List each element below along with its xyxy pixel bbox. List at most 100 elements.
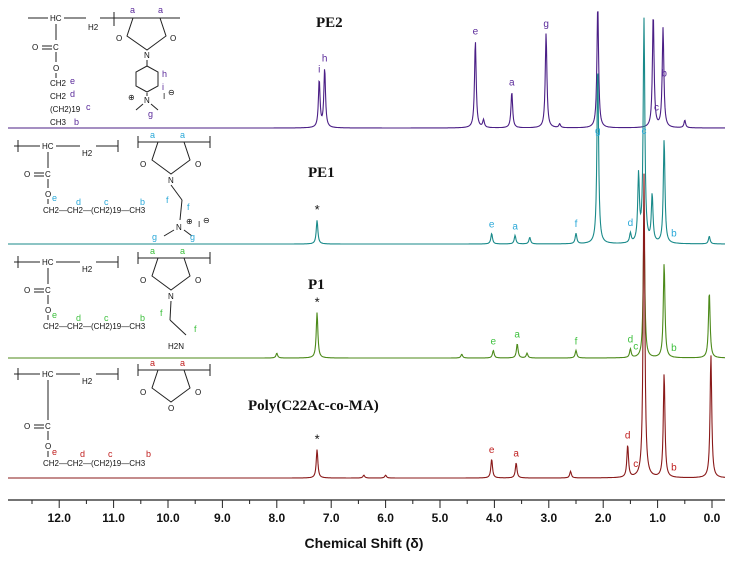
pe1-label-a1: a	[150, 130, 155, 140]
p1-label-b: b	[140, 313, 145, 323]
peak-label-1-0: *	[315, 202, 320, 217]
pma-chain-row: CH2—CH2—(CH2)19—CH3	[43, 459, 146, 468]
p1-c: C	[45, 286, 51, 295]
peak-label-3-0: *	[315, 432, 320, 447]
pe1-chain-row: CH2—CH2—(CH2)19—CH3	[43, 206, 146, 215]
pe1-o3: O	[24, 170, 30, 179]
peak-label-2-5: c	[633, 342, 638, 353]
p1-o4: O	[45, 306, 51, 315]
peak-label-0-4: g	[543, 19, 549, 30]
pe1-label-d: d	[76, 197, 81, 207]
peak-label-1-4: g	[595, 126, 601, 137]
x-tick-label-4: 8.0	[268, 511, 285, 525]
pe2-o1: O	[116, 34, 122, 43]
pe2-label-i: i	[162, 82, 164, 92]
pe1-label-g1: g	[152, 232, 157, 242]
pe2-h2: H2	[88, 23, 99, 32]
x-axis-label: Chemical Shift (δ)	[305, 535, 424, 551]
x-tick-label-0: 12.0	[48, 511, 72, 525]
pma-o1: O	[140, 388, 146, 397]
pma-label-a2: a	[180, 358, 185, 368]
pe2-label-b: b	[74, 117, 79, 127]
pe2-ch3: CH3	[50, 118, 67, 127]
pma-c: C	[45, 422, 51, 431]
pe1-o1: O	[140, 160, 146, 169]
pma-label-d: d	[80, 449, 85, 459]
p1-label-a2: a	[180, 246, 185, 256]
pe2-ch2e: CH2	[50, 79, 67, 88]
p1-chain-row: CH2—CH2—(CH2)19—CH3	[43, 322, 146, 331]
pe2-ch2d: CH2	[50, 92, 67, 101]
x-tick-label-1: 11.0	[102, 511, 125, 525]
peak-label-2-6: b	[671, 343, 677, 354]
peak-label-0-1: h	[322, 54, 328, 65]
peak-label-3-3: d	[625, 431, 631, 442]
p1-h2: H2	[82, 265, 93, 274]
peak-label-1-1: e	[489, 220, 495, 231]
p1-h2n: H2N	[168, 342, 184, 351]
pe2-o3: O	[32, 43, 38, 52]
p1-o2: O	[195, 276, 201, 285]
peak-label-1-5: d	[628, 218, 634, 229]
pe2-label-h: h	[162, 69, 167, 79]
pma-label-e: e	[52, 447, 57, 457]
peak-label-0-0: i	[318, 65, 320, 76]
pma-o2: O	[195, 388, 201, 397]
peak-label-0-2: e	[473, 26, 479, 37]
pe2-n: N	[144, 51, 150, 60]
pe2-minus: ⊖	[168, 88, 175, 97]
pe1-label-e: e	[52, 193, 57, 203]
pe2-hc: HC	[50, 14, 62, 23]
peak-label-3-4: c	[633, 459, 638, 470]
x-tick-label-12: 0.0	[704, 511, 721, 525]
peak-label-3-1: e	[489, 445, 495, 456]
peak-label-2-0: *	[315, 294, 320, 309]
p1-o3: O	[24, 286, 30, 295]
spectrum-line-0	[8, 11, 725, 129]
pe2-i: I	[163, 92, 165, 101]
p1-label-f1: f	[160, 308, 163, 318]
x-tick-label-8: 4.0	[486, 511, 503, 525]
pe1-minus: ⊖	[203, 216, 210, 225]
spectrum-line-1	[8, 17, 725, 245]
series-title-p1: P1	[308, 277, 325, 293]
pe1-label-g2: g	[190, 232, 195, 242]
peak-label-3-5: b	[671, 463, 677, 474]
pe2-label-a2: a	[158, 5, 163, 15]
peak-label-3-2: a	[513, 449, 519, 460]
pe1-hc: HC	[42, 142, 54, 151]
pe2-label-d: d	[70, 89, 75, 99]
peak-label-1-6: c	[642, 126, 647, 137]
peak-label-2-4: d	[628, 335, 634, 346]
pe2-o4: O	[53, 64, 59, 73]
x-tick-label-11: 1.0	[649, 511, 666, 525]
pe1-label-c: c	[104, 197, 109, 207]
peak-label-0-5: c	[654, 102, 659, 113]
x-axis-ticks: 12.0 11.0 10.0 9.0 8.0 7.0 6.0 5.0 4.0 3.0 2.0 1.0 0…	[31, 500, 721, 525]
x-tick-label-2: 10.0	[156, 511, 180, 525]
peak-label-2-1: e	[491, 336, 497, 347]
pe2-label-e: e	[70, 76, 75, 86]
peak-label-1-7: b	[671, 229, 677, 240]
p1-hc: HC	[42, 258, 54, 267]
spectrum-line-2	[8, 224, 725, 359]
pe1-o2: O	[195, 160, 201, 169]
x-tick-label-7: 5.0	[432, 511, 449, 525]
structure-pe2: HC H2 a a O O N h i ⊕ N I ⊖ g O C O CH2 …	[28, 5, 180, 127]
pe1-label-b: b	[140, 197, 145, 207]
p1-label-a1: a	[150, 246, 155, 256]
pe2-c: C	[53, 43, 59, 52]
pe2-chain: (CH2)19	[50, 105, 81, 114]
spectrum-line-3	[8, 173, 725, 479]
pe2-nplus: N	[144, 96, 150, 105]
pe2-o2: O	[170, 34, 176, 43]
pe1-n: N	[168, 176, 174, 185]
x-tick-label-10: 2.0	[595, 511, 612, 525]
p1-label-c: c	[104, 313, 109, 323]
series-title-pe1: PE1	[308, 165, 335, 181]
pe1-h2: H2	[82, 149, 93, 158]
pe1-label-f1: f	[166, 195, 169, 205]
x-tick-label-9: 3.0	[540, 511, 557, 525]
